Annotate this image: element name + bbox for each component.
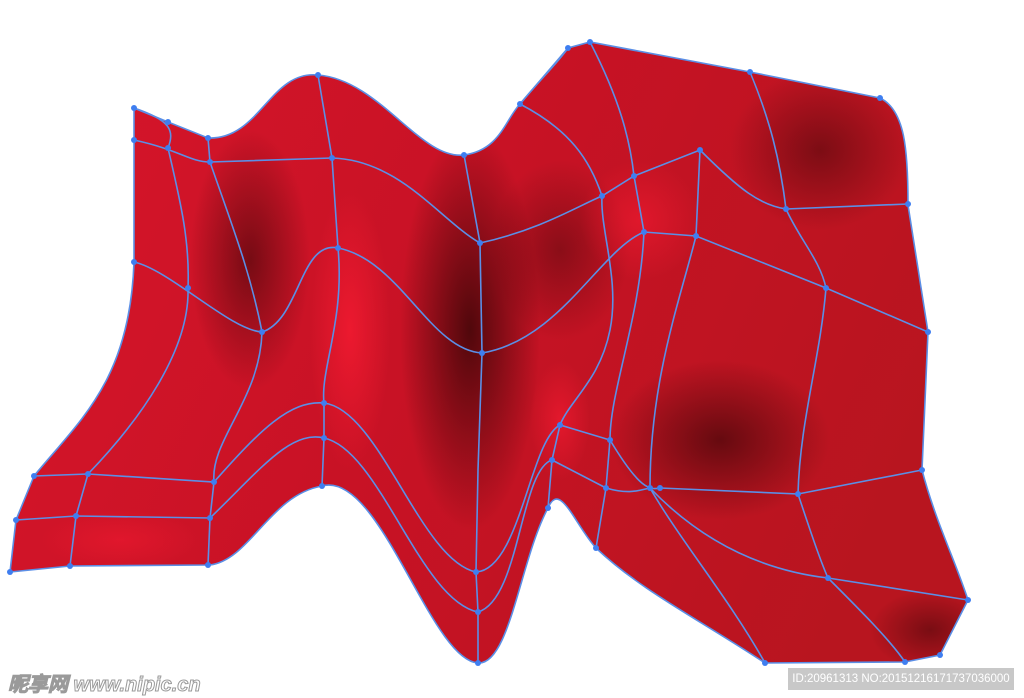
watermark-site-logo: 昵享网 www.nipic.cn [8,674,202,697]
watermark-id-label: ID:20961313 NO:20151216171737036000 [788,668,1014,690]
mesh-anchor-points [7,39,971,666]
